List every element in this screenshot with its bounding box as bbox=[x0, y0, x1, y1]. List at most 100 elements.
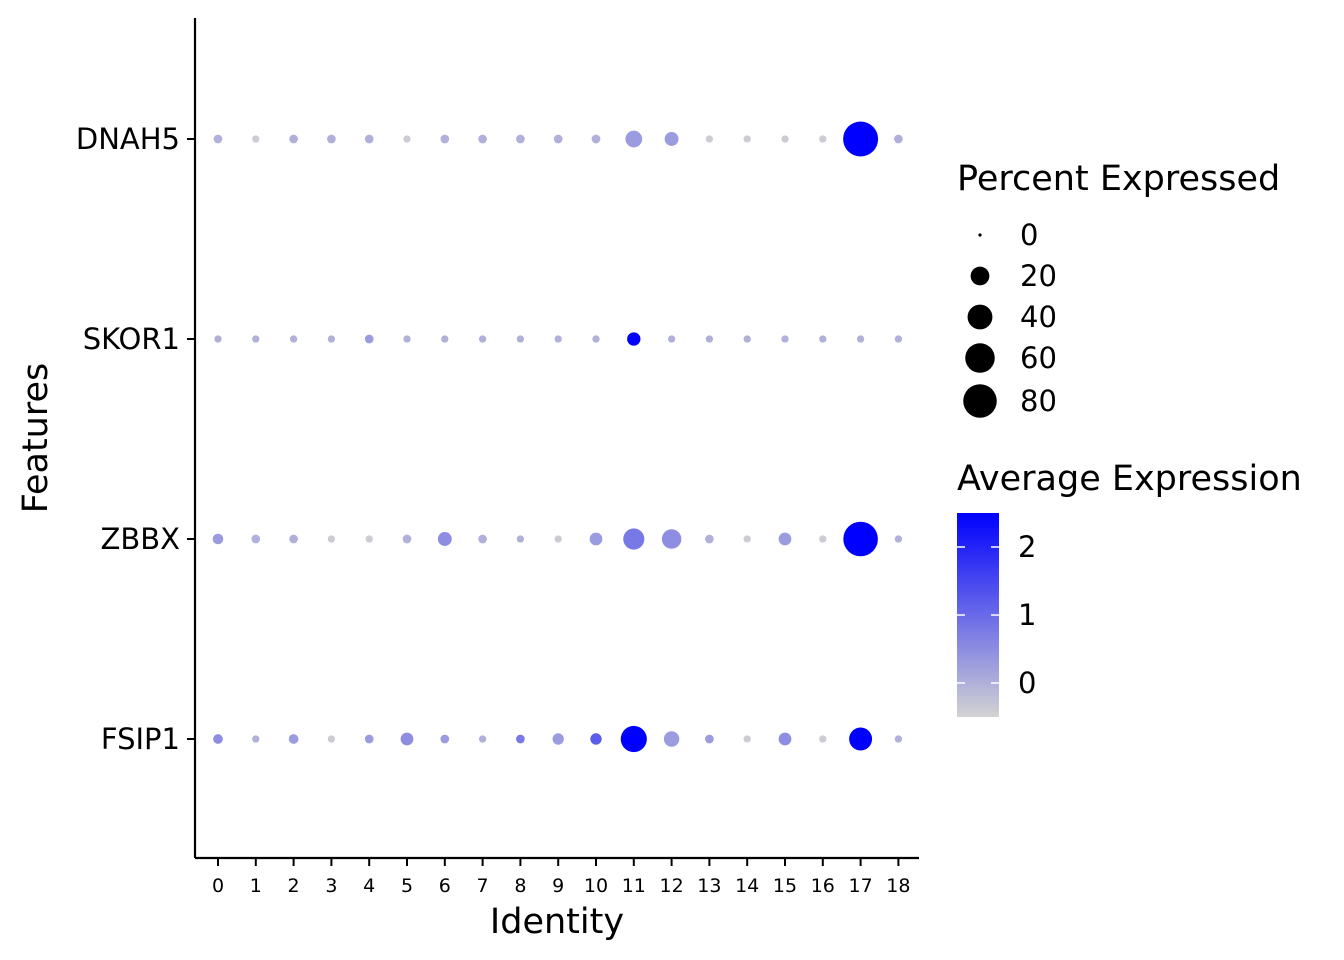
x-axis-title: Identity bbox=[490, 902, 624, 942]
dot-point bbox=[819, 135, 827, 143]
dot-point bbox=[252, 135, 260, 143]
dot-point bbox=[894, 535, 903, 543]
dot-point bbox=[625, 130, 643, 148]
y-axis-title: Features bbox=[16, 363, 56, 514]
dot-point bbox=[289, 134, 298, 144]
x-tick-label: 18 bbox=[886, 875, 910, 897]
dot-point bbox=[364, 334, 374, 344]
y-ticks: DNAH5 SKOR1 ZBBX FSIP1 bbox=[76, 122, 195, 756]
x-tick-label: 10 bbox=[584, 875, 608, 897]
color-legend-label: 1 bbox=[1018, 598, 1036, 632]
dot-point bbox=[516, 734, 525, 744]
dot-point bbox=[516, 134, 525, 144]
dot-point bbox=[843, 521, 878, 557]
dot-point bbox=[781, 135, 789, 143]
x-tick-label: 2 bbox=[288, 875, 300, 897]
dot-point bbox=[627, 332, 641, 346]
dot-point bbox=[327, 134, 336, 144]
dot-point bbox=[591, 134, 601, 144]
dot-point bbox=[819, 335, 827, 343]
dot-point bbox=[778, 732, 792, 746]
size-legend-label: 40 bbox=[1020, 300, 1057, 334]
color-legend-title: Average Expression bbox=[957, 459, 1302, 499]
dot-point bbox=[553, 134, 563, 144]
x-tick-label: 1 bbox=[250, 875, 262, 897]
dot-point bbox=[894, 735, 903, 743]
color-legend-ticks: 2 1 0 bbox=[957, 530, 1036, 700]
dot-point bbox=[781, 335, 789, 343]
dot-point bbox=[402, 534, 412, 544]
dot-point bbox=[856, 335, 865, 343]
dot-point bbox=[667, 335, 676, 343]
dot-point bbox=[590, 733, 602, 745]
dot-point bbox=[441, 335, 449, 343]
dot-point bbox=[743, 735, 751, 743]
dot-point bbox=[440, 734, 450, 744]
dot-point bbox=[589, 532, 603, 546]
dot-point bbox=[623, 528, 645, 550]
dot-point bbox=[478, 335, 487, 343]
size-legend-dot bbox=[965, 343, 995, 373]
x-tick-label: 16 bbox=[811, 875, 835, 897]
dot-point bbox=[743, 135, 751, 143]
y-tick-label: ZBBX bbox=[100, 522, 180, 556]
dot-point bbox=[251, 534, 261, 544]
dot-point bbox=[364, 134, 374, 144]
dot-point bbox=[252, 735, 260, 743]
x-tick-label: 14 bbox=[735, 875, 759, 897]
dot-point bbox=[705, 135, 714, 143]
dot-point bbox=[778, 532, 792, 546]
dot-point bbox=[364, 734, 374, 744]
dot-point bbox=[516, 335, 525, 343]
dot-point bbox=[552, 733, 564, 745]
x-tick-label: 6 bbox=[439, 875, 451, 897]
dot-point bbox=[400, 732, 414, 746]
color-legend-label: 2 bbox=[1018, 530, 1036, 564]
dot-point bbox=[592, 335, 600, 343]
dot-point bbox=[212, 533, 224, 545]
dot-point bbox=[478, 735, 487, 743]
dot-point bbox=[440, 134, 450, 144]
dot-point bbox=[252, 335, 260, 343]
dot-point bbox=[478, 534, 487, 544]
x-tick-label: 4 bbox=[363, 875, 375, 897]
size-legend-title: Percent Expressed bbox=[957, 159, 1280, 199]
color-legend-label: 0 bbox=[1018, 666, 1036, 700]
dot-point bbox=[478, 134, 487, 144]
dot-point bbox=[664, 132, 679, 146]
size-legend-dot bbox=[978, 233, 982, 237]
dot-point bbox=[213, 734, 223, 744]
x-tick-label: 11 bbox=[622, 875, 646, 897]
size-legend-label: 0 bbox=[1020, 218, 1038, 252]
dot-point bbox=[894, 134, 903, 144]
size-legend-label: 80 bbox=[1020, 384, 1057, 418]
y-tick-label: DNAH5 bbox=[76, 122, 180, 156]
dot-point bbox=[554, 535, 562, 543]
size-legend-dot bbox=[963, 384, 997, 418]
dot-point bbox=[214, 335, 222, 343]
dot-point bbox=[663, 731, 680, 747]
x-tick-label: 13 bbox=[697, 875, 721, 897]
x-tick-label: 17 bbox=[849, 875, 873, 897]
dot-point bbox=[289, 335, 298, 343]
dot-point bbox=[705, 734, 714, 744]
dot-point bbox=[554, 335, 562, 343]
dot-point bbox=[365, 535, 373, 543]
dot-point bbox=[849, 727, 873, 751]
dot-point bbox=[894, 335, 903, 343]
dot-point bbox=[403, 135, 411, 143]
dot-point bbox=[661, 529, 682, 549]
dot-point bbox=[403, 335, 411, 343]
size-legend-label: 20 bbox=[1020, 259, 1057, 293]
dot-point bbox=[620, 725, 647, 753]
dot-point bbox=[327, 335, 336, 343]
y-tick-label: SKOR1 bbox=[83, 322, 180, 356]
dot-point bbox=[289, 534, 298, 544]
y-tick-label: FSIP1 bbox=[101, 722, 180, 756]
dot-point bbox=[213, 134, 223, 144]
x-tick-label: 3 bbox=[325, 875, 337, 897]
dot-point bbox=[743, 335, 751, 343]
x-tick-label: 0 bbox=[212, 875, 224, 897]
x-tick-label: 7 bbox=[477, 875, 489, 897]
